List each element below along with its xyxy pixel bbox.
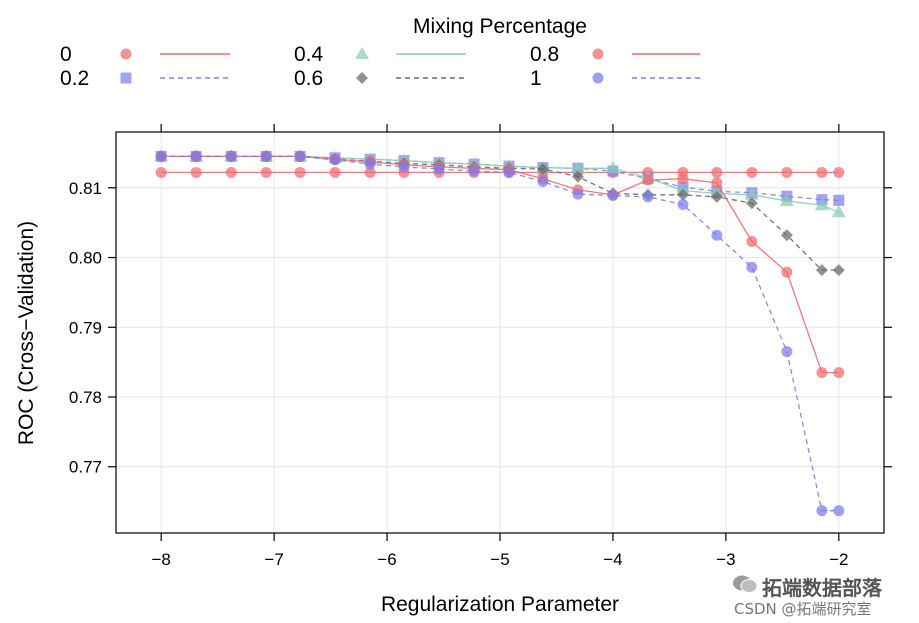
- data-point: [781, 266, 793, 278]
- data-point: [677, 173, 689, 185]
- data-point: [677, 199, 689, 211]
- data-point: [746, 235, 758, 247]
- legend: 00.2 0.40.6 0.81: [60, 43, 700, 90]
- data-point: [833, 166, 845, 178]
- data-point: [676, 188, 689, 201]
- data-point: [468, 165, 480, 177]
- data-point: [816, 166, 828, 178]
- data-point: [814, 198, 829, 211]
- legend-item: 0.8: [530, 43, 700, 66]
- y-tick-label: 0.78: [69, 388, 102, 407]
- plot-series: [154, 149, 846, 517]
- legend-item: 0.6: [294, 67, 466, 90]
- legend-item: 0: [60, 43, 230, 66]
- data-point: [833, 505, 845, 517]
- legend-label: 0.8: [530, 43, 559, 66]
- legend-item: 0.4: [294, 43, 466, 66]
- data-point: [833, 194, 845, 206]
- data-point: [779, 194, 794, 207]
- data-point: [816, 505, 828, 517]
- data-point: [155, 166, 167, 178]
- legend-label: 0.6: [294, 67, 323, 90]
- data-point: [642, 191, 654, 203]
- legend-label: 0.4: [294, 43, 324, 66]
- data-point: [710, 190, 723, 203]
- data-point: [780, 229, 793, 242]
- y-tick-label: 0.79: [69, 318, 102, 337]
- data-point: [746, 261, 758, 273]
- legend-item: 1: [530, 67, 700, 90]
- grid-lines: [116, 132, 884, 533]
- x-tick-label: −5: [490, 550, 509, 569]
- wechat-icon: [732, 574, 758, 594]
- data-point: [294, 150, 306, 162]
- data-point: [607, 189, 619, 201]
- legend-label: 1: [530, 67, 542, 90]
- data-point: [536, 162, 549, 175]
- data-point: [190, 150, 202, 162]
- x-tick-label: −7: [264, 550, 283, 569]
- data-point: [744, 187, 759, 200]
- data-point: [570, 161, 585, 174]
- legend-marker: [592, 72, 604, 84]
- x-tick-label: −2: [829, 550, 848, 569]
- data-point: [433, 163, 445, 175]
- x-tick-label: −4: [603, 550, 622, 569]
- x-tick-label: −8: [151, 550, 170, 569]
- data-point: [329, 154, 341, 166]
- data-point: [746, 166, 758, 178]
- data-point: [816, 367, 828, 379]
- y-axis-label: ROC (Cross−Validation): [15, 221, 38, 445]
- x-tick-label: −3: [716, 550, 735, 569]
- watermark-credit: CSDN @拓端研究室: [734, 600, 872, 618]
- x-axis-label: Regularization Parameter: [381, 593, 619, 616]
- x-tick-label: −6: [377, 550, 396, 569]
- data-point: [605, 161, 620, 174]
- legend-marker: [356, 72, 368, 84]
- data-point: [537, 176, 549, 188]
- legend-item: 0.2: [60, 67, 230, 90]
- data-point: [225, 150, 237, 162]
- data-point: [571, 170, 584, 183]
- series-line: [161, 155, 839, 512]
- data-point: [781, 346, 793, 358]
- legend-marker: [120, 48, 132, 60]
- data-point: [711, 166, 723, 178]
- data-point: [711, 177, 723, 189]
- data-point: [815, 264, 828, 277]
- data-point: [833, 367, 845, 379]
- series-1: [155, 150, 845, 517]
- data-point: [503, 166, 515, 178]
- legend-label: 0.2: [60, 67, 89, 90]
- data-point: [831, 205, 846, 218]
- data-point: [225, 166, 237, 178]
- data-point: [364, 158, 376, 170]
- data-point: [398, 161, 410, 173]
- data-point: [190, 166, 202, 178]
- data-point: [711, 229, 723, 241]
- legend-title: Mixing Percentage: [413, 15, 587, 38]
- data-point: [642, 174, 654, 186]
- data-point: [260, 166, 272, 178]
- legend-marker: [355, 47, 369, 59]
- data-point: [329, 166, 341, 178]
- axes: −8 −7 −6 −5 −4 −3 −2 0.77 0.78 0.79 0.80 0.81: [69, 124, 892, 569]
- data-point: [364, 166, 376, 178]
- y-tick-label: 0.77: [69, 458, 102, 477]
- data-point: [294, 166, 306, 178]
- data-point: [745, 197, 758, 210]
- y-tick-label: 0.80: [69, 249, 102, 268]
- legend-marker: [120, 72, 132, 84]
- data-point: [260, 150, 272, 162]
- data-point: [832, 264, 845, 277]
- watermark: 拓端数据部落 CSDN @拓端研究室: [730, 572, 916, 620]
- legend-marker: [592, 48, 604, 60]
- data-point: [155, 150, 167, 162]
- data-point: [572, 188, 584, 200]
- y-tick-label: 0.81: [69, 179, 102, 198]
- watermark-title: 拓端数据部落: [762, 576, 882, 600]
- data-point: [781, 166, 793, 178]
- legend-label: 0: [60, 43, 72, 66]
